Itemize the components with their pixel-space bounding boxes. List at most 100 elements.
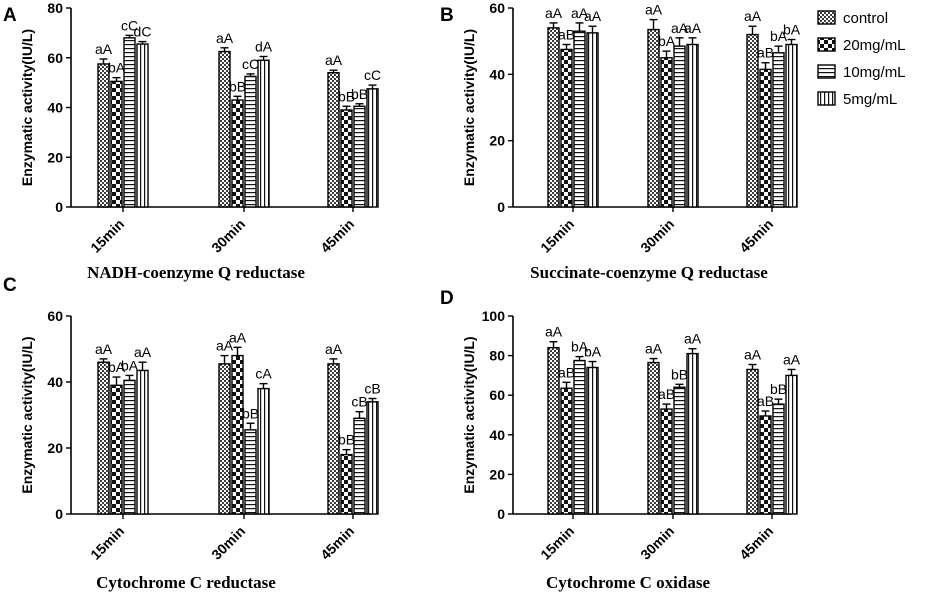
y-tick-label: 60	[47, 308, 63, 324]
data-label: aB	[558, 364, 575, 380]
bar	[586, 366, 599, 515]
bar	[366, 88, 379, 208]
x-tick-label: 30min	[637, 523, 677, 563]
y-tick-label: 20	[489, 466, 505, 482]
legend-label: control	[843, 10, 888, 27]
data-label: aA	[134, 344, 152, 360]
bar	[353, 105, 366, 208]
bar	[673, 45, 686, 208]
bar	[257, 59, 270, 208]
y-tick-label: 0	[497, 506, 505, 522]
legend-item: 10mg/mL	[817, 64, 906, 81]
y-tick-label: 20	[47, 149, 63, 165]
bar	[785, 374, 798, 515]
bar	[340, 109, 353, 208]
y-tick-label: 100	[482, 308, 506, 324]
data-label: aA	[545, 5, 563, 21]
bar	[660, 57, 673, 208]
data-label: aA	[744, 347, 762, 363]
data-label: dC	[134, 24, 152, 40]
bar	[759, 68, 772, 208]
bar	[366, 401, 379, 515]
data-label: bA	[770, 28, 788, 44]
x-tick-label: 45min	[736, 216, 776, 256]
data-label: bB	[338, 432, 355, 448]
data-label: aA	[684, 331, 702, 347]
bar	[686, 352, 699, 515]
y-tick-label: 40	[489, 427, 505, 443]
bar	[136, 43, 149, 208]
y-tick-label: 60	[489, 387, 505, 403]
bar	[244, 75, 257, 208]
data-label: aA	[645, 2, 663, 18]
bar	[218, 363, 231, 515]
y-tick-label: 80	[47, 0, 63, 16]
data-label: aA	[571, 5, 589, 21]
bar	[772, 52, 785, 208]
panel-d: D 0 20 40 60 80 100 Enzymatic activity(IU/L) 15m…	[440, 288, 801, 592]
data-label: bA	[108, 60, 126, 76]
data-label: cC	[364, 67, 381, 83]
panel-title: Cytochrome C reductase	[96, 573, 276, 592]
legend-item: 20mg/mL	[817, 37, 906, 54]
bar	[686, 43, 699, 208]
data-label: bA	[658, 33, 676, 49]
legend-item: 5mg/mL	[817, 91, 897, 108]
y-axis-title: Enzymatic activity(IU/L)	[19, 29, 35, 186]
panel-title: NADH-coenzyme Q reductase	[87, 263, 305, 282]
data-label: aA	[671, 20, 689, 36]
bar	[231, 99, 244, 208]
panel-title: Cytochrome C oxidase	[546, 573, 710, 592]
bar	[244, 429, 257, 515]
panel-a: A 0 20 40 60 80 Enzymatic activity(IU/L) 15min a…	[3, 0, 381, 282]
y-axis-title: Enzymatic activity(IU/L)	[461, 336, 477, 493]
data-label: aA	[584, 8, 602, 24]
x-tick-label: 15min	[87, 216, 127, 256]
data-label: bB	[242, 405, 259, 421]
data-label: aB	[757, 393, 774, 409]
x-tick-label: 45min	[736, 523, 776, 563]
y-tick-label: 20	[47, 440, 63, 456]
legend-swatch	[817, 37, 836, 52]
data-label: aA	[229, 329, 247, 345]
x-tick-label: 30min	[637, 216, 677, 256]
legend-label: 10mg/mL	[843, 64, 906, 81]
bar	[547, 27, 560, 208]
data-label: aA	[684, 20, 702, 36]
bar	[97, 361, 110, 515]
legend-swatch	[817, 10, 836, 25]
legend-swatch	[817, 64, 836, 79]
legend-item: control	[817, 10, 888, 27]
bar	[586, 32, 599, 208]
data-label: dA	[255, 39, 273, 55]
x-tick-label: 30min	[208, 523, 248, 563]
legend-swatch	[817, 91, 836, 106]
bar	[560, 48, 573, 208]
data-label: aA	[325, 52, 343, 68]
bar	[123, 37, 136, 208]
data-label: cB	[351, 394, 367, 410]
data-label: bB	[770, 381, 787, 397]
panel-letter: B	[440, 5, 454, 26]
data-label: bB	[671, 366, 688, 382]
bar	[746, 368, 759, 515]
x-tick-label: 15min	[537, 216, 577, 256]
panel-letter: D	[440, 288, 454, 309]
data-label: aA	[95, 41, 113, 57]
data-label: aA	[325, 341, 343, 357]
data-label: bA	[121, 357, 139, 373]
y-tick-label: 0	[55, 199, 63, 215]
data-label: bA	[584, 344, 602, 360]
y-tick-label: 40	[47, 100, 63, 116]
bar	[340, 453, 353, 515]
data-label: aA	[744, 8, 762, 24]
x-tick-label: 30min	[208, 216, 248, 256]
bar	[647, 28, 660, 208]
panel-letter: C	[3, 275, 17, 296]
panel-letter: A	[3, 5, 17, 26]
bar	[573, 359, 586, 515]
legend-label: 5mg/mL	[843, 91, 897, 108]
data-label: bA	[571, 339, 589, 355]
